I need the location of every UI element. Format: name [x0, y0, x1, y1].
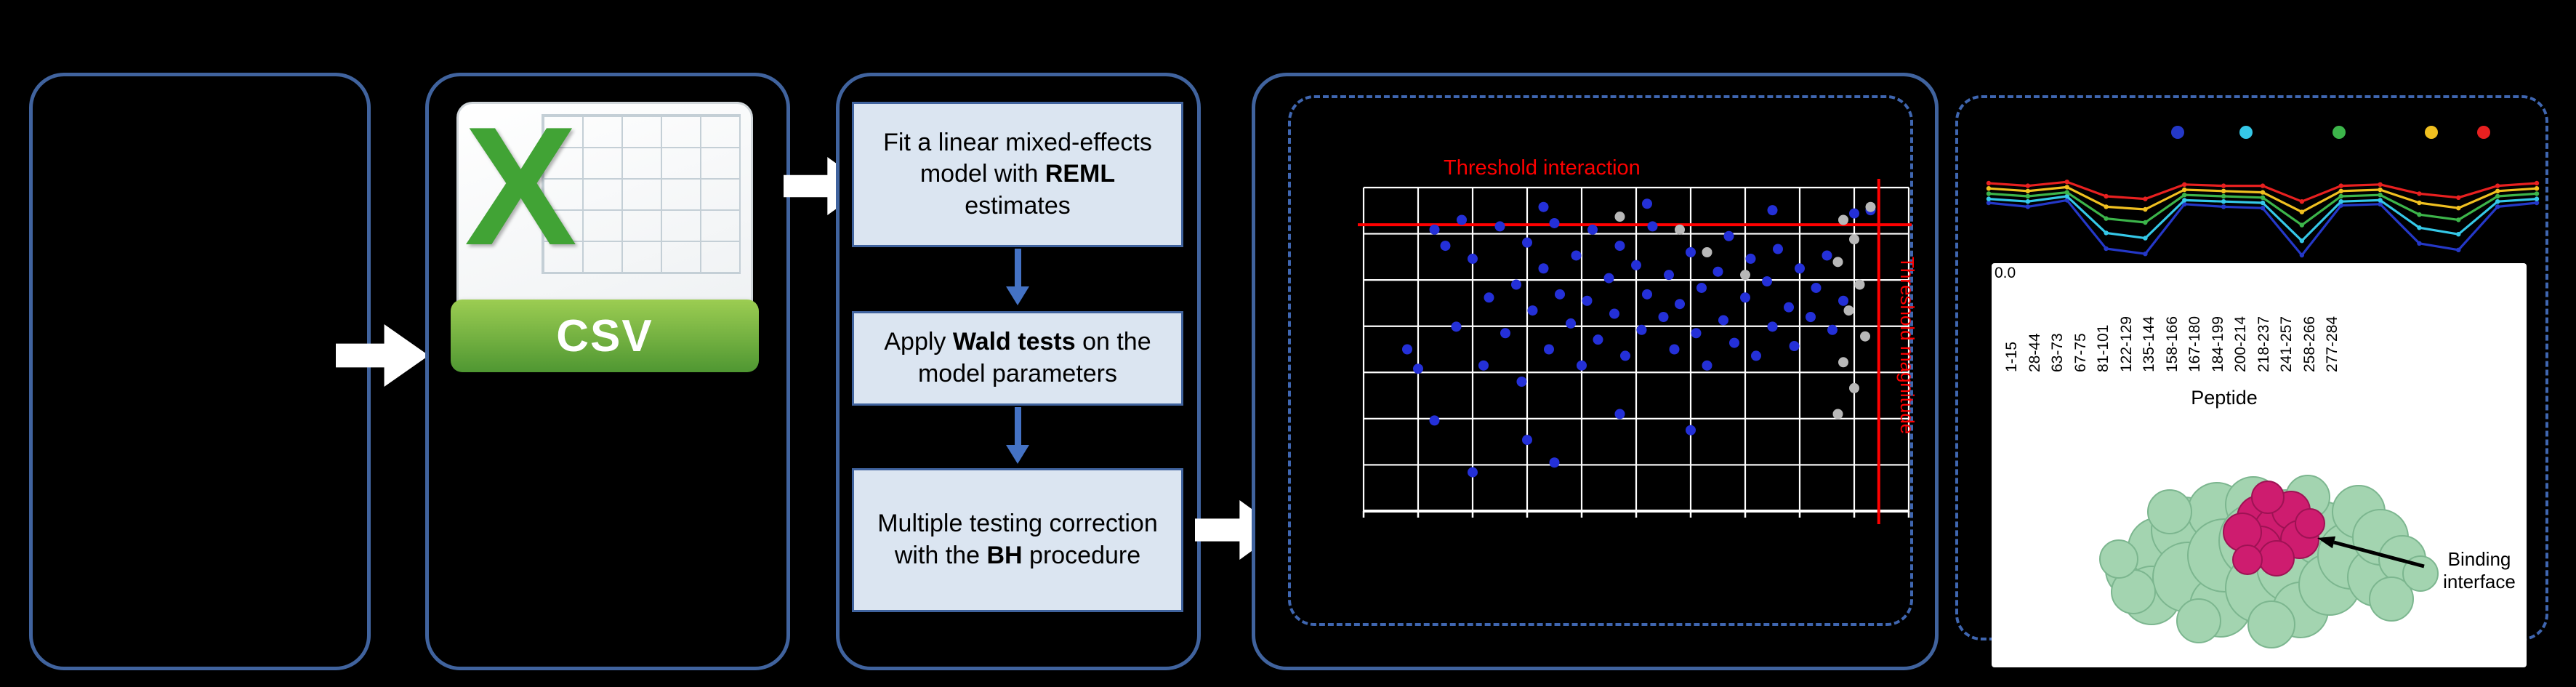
y-axis-zero-tick: 0.0 [1995, 265, 2016, 281]
peptide-tick-label: 81-101 [2095, 324, 2112, 372]
csv-banner-label: CSV [451, 300, 759, 372]
excel-x-glyph: X [464, 92, 577, 281]
peptide-tick-label: 1-15 [2003, 341, 2020, 372]
peptide-tick-label: 184-199 [2209, 316, 2226, 372]
step-bh-correction: Multiple testing correction with the BH … [852, 468, 1183, 612]
step-fit-model: Fit a linear mixed-effects model with RE… [852, 102, 1183, 247]
down-arrow-icon [1006, 407, 1029, 464]
step-text: Multiple testing correction with the BH … [877, 510, 1158, 569]
peptide-tick-label: 241-257 [2278, 316, 2295, 372]
peptide-tick-label: 63-73 [2049, 333, 2066, 372]
spreadsheet-grid-icon [542, 114, 741, 274]
step-wald-tests: Apply Wald tests on the model parameters [852, 311, 1183, 406]
peptide-tick-label: 67-75 [2072, 333, 2089, 372]
peptide-axis-label: Peptide [2191, 387, 2258, 409]
peptide-tick-label: 28-44 [2026, 333, 2043, 372]
down-arrow-icon [1006, 249, 1029, 305]
interaction-scatter-plot: Threshold interaction Threshold magnitude [1358, 156, 1918, 524]
peptide-tick-label: 122-129 [2117, 316, 2135, 372]
peptide-tick-label: 158-166 [2163, 316, 2181, 372]
peptide-tick-label: 200-214 [2232, 316, 2249, 372]
input-data-panel [29, 73, 371, 670]
svg-text:Threshold magnitude: Threshold magnitude [1896, 257, 1918, 434]
step-text: Apply Wald tests on the model parameters [884, 328, 1151, 387]
uptake-line-chart [1986, 126, 2540, 258]
peptide-tick-label: 167-180 [2186, 316, 2203, 372]
peptide-tick-label: 218-237 [2255, 316, 2272, 372]
scatter-dashed-box [1288, 95, 1913, 626]
protein-structure-image [2099, 475, 2439, 648]
peptide-results-panel: 0.0 1-15 28-44 63-73 67-75 81-101 122-129 135-… [1992, 263, 2527, 667]
peptide-tick-label: 258-266 [2301, 316, 2318, 372]
peptide-tick-label: 277-284 [2324, 316, 2340, 372]
svg-text:Threshold interaction: Threshold interaction [1444, 156, 1641, 180]
binding-interface-label: Binding interface [2443, 548, 2516, 593]
step-text: Fit a linear mixed-effects model with RE… [883, 128, 1152, 220]
peptide-tick-labels: 1-15 28-44 63-73 67-75 81-101 122-129 135-144 1… [1992, 263, 2370, 387]
csv-file-icon: X CSV [451, 92, 760, 372]
results-panel [1252, 73, 1939, 670]
peptide-tick-label: 135-144 [2141, 316, 2157, 372]
